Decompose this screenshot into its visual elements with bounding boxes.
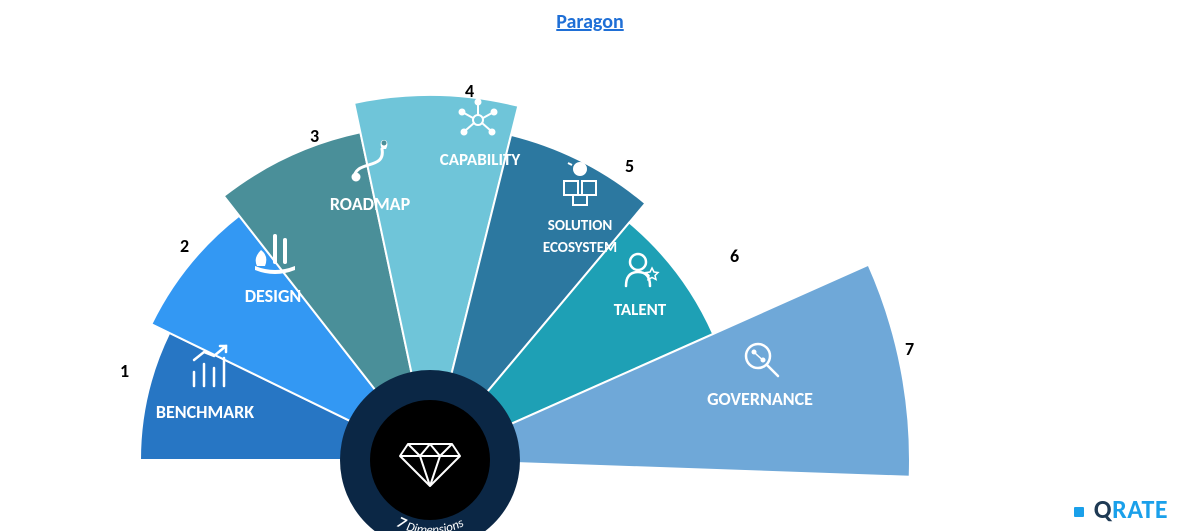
fan-diagram: 7 DimensionsBENCHMARK DESIGN ROADMAP CAP… bbox=[0, 0, 1180, 531]
segment-number-5: 5 bbox=[625, 155, 634, 177]
segment-5-label: SOLUTION bbox=[548, 217, 612, 235]
segment-2-label: DESIGN bbox=[245, 285, 302, 307]
segment-5-label: ECOSYSTEM bbox=[543, 239, 617, 257]
segment-number-4: 4 bbox=[465, 80, 474, 102]
segment-number-6: 6 bbox=[730, 245, 739, 267]
segment-1-label: BENCHMARK bbox=[156, 401, 254, 423]
segment-7-label: GOVERNANCE bbox=[707, 388, 813, 410]
hub-inner bbox=[370, 400, 490, 520]
segment-3-label: ROADMAP bbox=[330, 193, 411, 215]
segment-number-7: 7 bbox=[905, 338, 914, 360]
segment-6-label: TALENT bbox=[614, 299, 667, 320]
brand-q: Q bbox=[1094, 493, 1112, 525]
brand-logo: QRATE bbox=[1074, 493, 1168, 525]
brand-rate: RATE bbox=[1112, 493, 1168, 525]
segment-number-2: 2 bbox=[180, 235, 189, 257]
segment-number-1: 1 bbox=[120, 360, 129, 382]
segment-number-3: 3 bbox=[310, 125, 319, 147]
brand-square-icon bbox=[1074, 507, 1084, 517]
segment-4-label: CAPABILITY bbox=[440, 149, 521, 170]
